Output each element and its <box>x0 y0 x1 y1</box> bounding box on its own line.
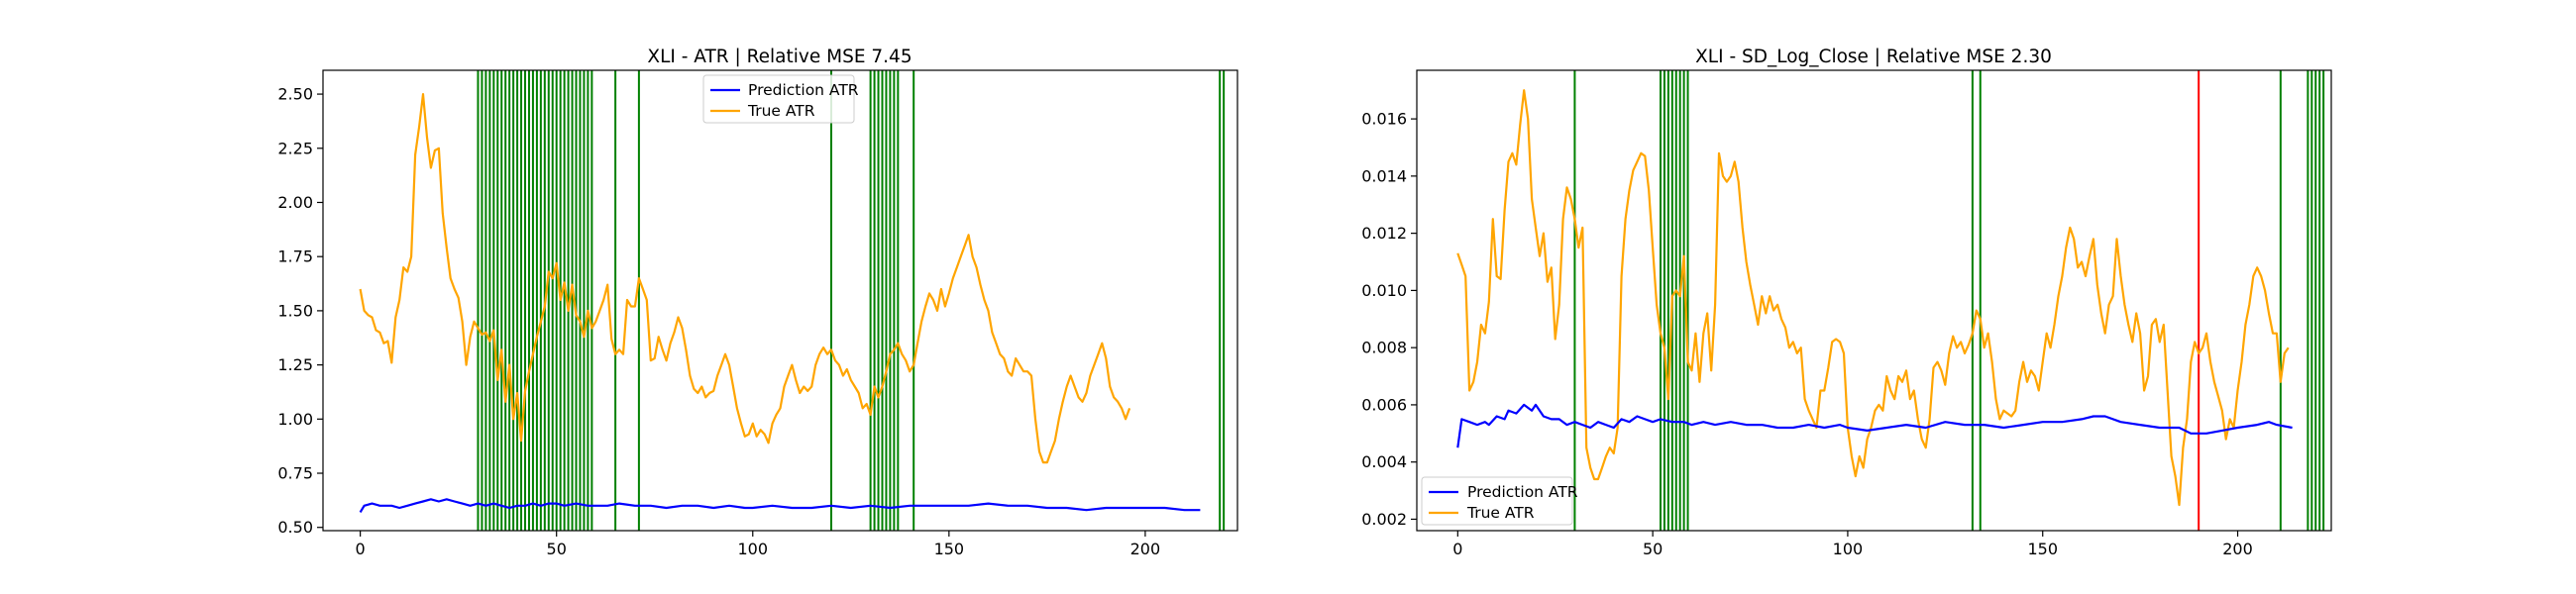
y-axis: 0.002 0.004 0.006 0.008 0.010 0.012 0.014 0.016 <box>1361 110 1417 529</box>
legend-label-prediction-atr: Prediction ATR <box>748 81 859 99</box>
chart-title: XLI - ATR | Relative MSE 7.45 <box>647 47 912 67</box>
signal-vlines <box>1573 70 2325 531</box>
y-tick-label: 0.50 <box>277 518 313 537</box>
series-line-true-atr <box>1456 89 2290 507</box>
legend-box <box>702 74 855 124</box>
y-tick-label: 0.010 <box>1361 281 1407 300</box>
y-tick-label: 0.002 <box>1361 510 1407 529</box>
series-lines <box>359 92 1201 513</box>
chart-title: XLI - SD_Log_Close | Relative MSE 2.30 <box>1695 47 2052 67</box>
y-tick-label: 0.012 <box>1361 224 1407 243</box>
series-line-true-atr <box>359 92 1131 464</box>
y-axis: 0.50 0.75 1.00 1.25 1.50 1.75 2.00 2.25 2.50 <box>277 85 323 537</box>
y-tick-label: 1.50 <box>277 301 313 320</box>
x-axis: 0 50 100 150 200 <box>356 531 1161 558</box>
series-line-prediction-atr <box>1456 403 2293 448</box>
y-tick-label: 2.00 <box>277 193 313 212</box>
x-tick-label: 100 <box>1833 540 1864 558</box>
x-tick-label: 100 <box>737 540 768 558</box>
legend-label-true-atr: True ATR <box>1466 504 1535 522</box>
y-tick-label: 1.00 <box>277 410 313 429</box>
y-tick-label: 0.016 <box>1361 110 1407 129</box>
legend-label-prediction-atr: Prediction ATR <box>1467 483 1578 501</box>
y-tick-label: 0.75 <box>277 464 313 483</box>
x-tick-label: 50 <box>547 540 567 558</box>
series-line-prediction-atr <box>359 498 1201 513</box>
y-tick-label: 1.75 <box>277 248 313 266</box>
y-tick-label: 0.014 <box>1361 166 1407 185</box>
plot-area-background <box>1417 70 2331 531</box>
atr-chart: 0 50 100 150 200 0.50 0.75 1.00 1.25 1.50 1.75 2.0… <box>277 47 1238 558</box>
series-lines <box>1456 89 2293 507</box>
sd-log-close-chart: 0 50 100 150 200 0.0020.0040.0060.0080.0100.… <box>1361 47 2332 558</box>
x-tick-label: 0 <box>1452 540 1462 558</box>
legend-box <box>1421 476 1573 526</box>
plot-area-background <box>323 70 1237 531</box>
y-tick-label: 2.50 <box>277 85 313 104</box>
legend: Prediction ATR True ATR <box>1421 476 1578 526</box>
legend-label-true-atr: True ATR <box>747 102 815 120</box>
y-tick-label: 0.008 <box>1361 339 1407 357</box>
x-tick-label: 200 <box>2222 540 2253 558</box>
plot-frame <box>1416 69 2332 532</box>
x-tick-label: 50 <box>1643 540 1663 558</box>
y-tick-label: 0.004 <box>1361 452 1407 471</box>
x-tick-label: 150 <box>2027 540 2058 558</box>
x-tick-label: 150 <box>934 540 965 558</box>
y-tick-label: 1.25 <box>277 355 313 374</box>
x-tick-label: 200 <box>1130 540 1161 558</box>
legend: Prediction ATR True ATR <box>702 74 859 124</box>
y-tick-label: 0.006 <box>1361 395 1407 414</box>
y-tick-label: 2.25 <box>277 139 313 157</box>
x-tick-label: 0 <box>356 540 366 558</box>
x-axis: 0 50 100 150 200 <box>1452 531 2253 558</box>
plot-frame <box>322 69 1238 532</box>
